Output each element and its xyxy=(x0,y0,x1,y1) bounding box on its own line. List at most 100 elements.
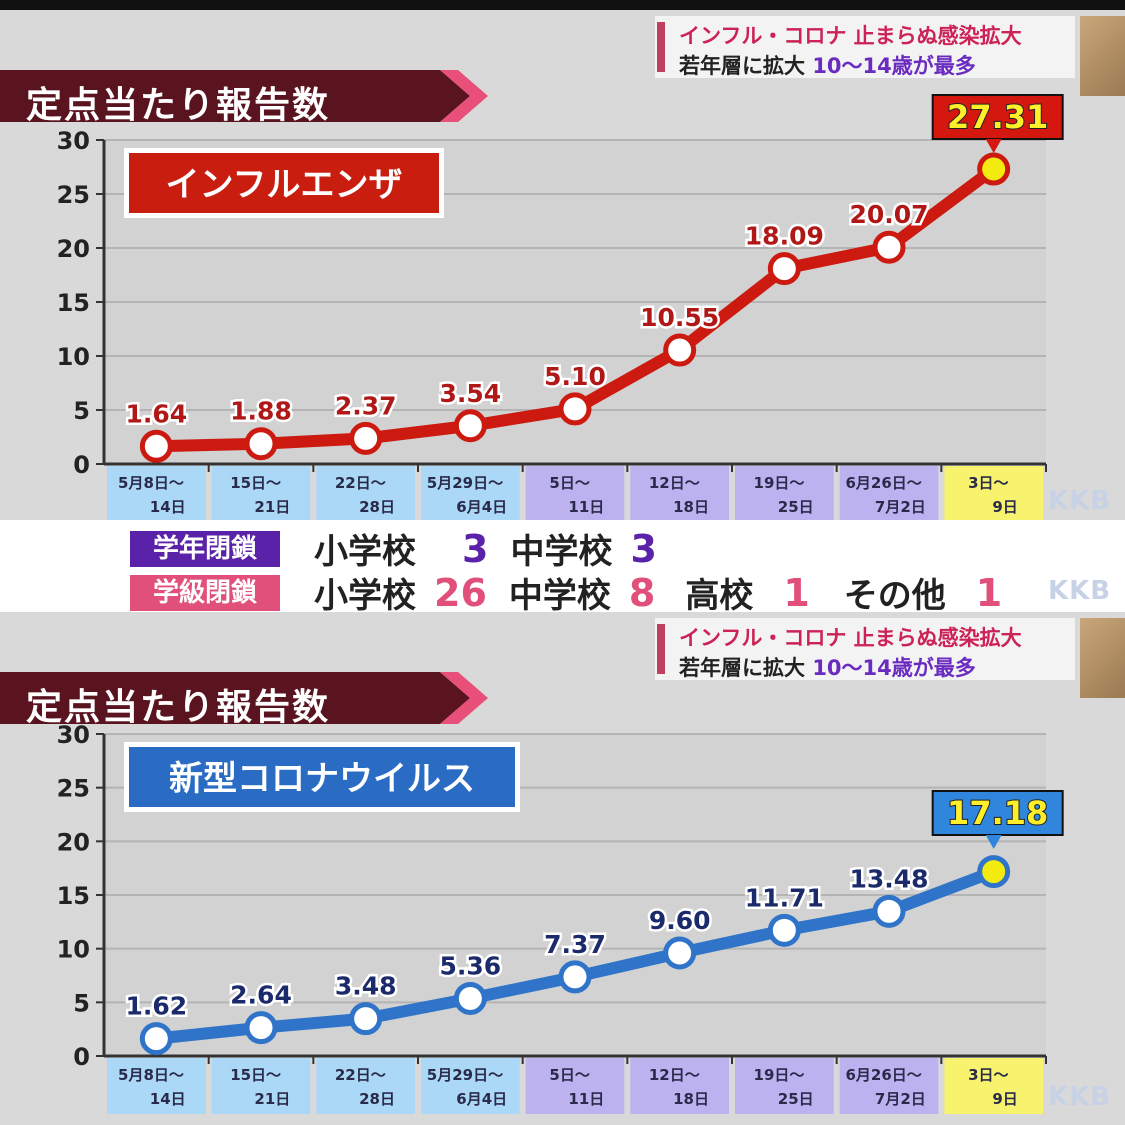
series-name: 新型コロナウイルス xyxy=(169,759,475,799)
category-box xyxy=(944,1058,1043,1114)
y-tick-label: 20 xyxy=(57,235,90,263)
class-junior-label: 中学校 xyxy=(508,576,611,616)
y-tick-label: 30 xyxy=(57,721,90,749)
class-high-count: 1 xyxy=(783,570,810,615)
x-tick-label: 6月4日 xyxy=(456,498,507,516)
chart-title-banner: 定点当たり報告数 xyxy=(0,70,490,126)
grade-junior-count: 3 xyxy=(630,526,657,571)
x-tick-label: 9日 xyxy=(992,498,1017,516)
y-tick-label: 15 xyxy=(57,289,90,317)
grade-closure-row: 学年閉鎖 小学校 3 中学校 3 xyxy=(130,524,657,572)
x-tick-label: 22日～ xyxy=(335,1066,386,1084)
data-label: 1.62 xyxy=(125,992,187,1021)
data-point xyxy=(558,960,592,994)
category-box xyxy=(211,1058,311,1114)
x-tick-label: 12日～ xyxy=(649,1066,700,1084)
watermark: KKB xyxy=(1048,486,1112,516)
x-tick-label: 14日 xyxy=(150,498,186,516)
x-tick-label: 12日～ xyxy=(649,474,700,492)
category-box xyxy=(316,466,415,520)
data-point xyxy=(872,894,906,928)
data-point xyxy=(663,333,697,367)
callout-pointer xyxy=(985,139,1002,153)
y-tick-label: 25 xyxy=(57,181,90,209)
category-box xyxy=(316,1058,415,1114)
covid-chart: 0 5 10 15 20 25 30 5月8日～ 14日 15日～ 21日 22日～ 28日 5月29日～… xyxy=(57,721,1064,1114)
influenza-chart: 0 5 10 15 20 25 30 5月8日～ 14日 15日～ 21日 22日～ 28日 5月29日～… xyxy=(57,94,1064,520)
closure-info: 学年閉鎖 小学校 3 中学校 3 学級閉鎖 小学校 26 中学校 8 高校 1 その他 1 KKB xyxy=(0,520,1125,616)
wood-texture xyxy=(1080,618,1125,698)
y-tick-label: 0 xyxy=(73,1043,90,1071)
series-name: インフルエンザ xyxy=(166,165,403,205)
class-high-label: 高校 xyxy=(685,576,754,616)
category-box xyxy=(839,1058,939,1114)
grade-junior-label: 中学校 xyxy=(510,532,613,572)
headline-line2: 若年層に拡大 10～14歳が最多 xyxy=(679,652,976,682)
x-tick-label: 21日 xyxy=(254,1090,290,1108)
x-tick-label: 11日 xyxy=(568,498,604,516)
x-tick-label: 5月8日～ xyxy=(118,1066,184,1084)
x-tick-label: 5月29日～ xyxy=(427,474,503,492)
category-box xyxy=(211,466,311,520)
data-label: 18.09 xyxy=(745,222,824,251)
x-tick-label: 3日～ xyxy=(968,1066,1008,1084)
class-closure-tag: 学級閉鎖 xyxy=(130,574,280,611)
x-tick-label: 15日～ xyxy=(230,1066,281,1084)
x-tick-label: 19日～ xyxy=(754,474,805,492)
data-point xyxy=(453,981,487,1015)
category-box xyxy=(525,466,625,520)
category-box xyxy=(735,466,834,520)
x-tick-label: 18日 xyxy=(673,498,709,516)
data-point xyxy=(872,230,906,264)
watermark: KKB xyxy=(1048,1082,1112,1112)
x-tick-label: 5月29日～ xyxy=(427,1066,503,1084)
category-box xyxy=(630,466,729,520)
class-junior-count: 8 xyxy=(628,570,656,615)
x-tick-label: 6月26日～ xyxy=(845,474,921,492)
data-point xyxy=(349,1002,383,1036)
grade-elementary-count: 3 xyxy=(462,526,489,571)
class-other-count: 1 xyxy=(975,570,1003,615)
data-label: 7.37 xyxy=(544,930,606,959)
x-tick-label: 5日～ xyxy=(549,1066,589,1084)
chart-title: 定点当たり報告数 xyxy=(26,85,331,126)
headline-line2-highlight: 10～14歳が最多 xyxy=(812,656,976,680)
x-tick-label: 5月8日～ xyxy=(118,474,184,492)
top-bar xyxy=(0,0,1125,10)
x-tick-label: 9日 xyxy=(992,1090,1017,1108)
x-tick-label: 25日 xyxy=(778,1090,814,1108)
data-point xyxy=(139,1022,173,1056)
headline-line2-highlight: 10～14歳が最多 xyxy=(812,54,976,78)
x-tick-label: 18日 xyxy=(673,1090,709,1108)
y-tick-label: 10 xyxy=(57,343,90,371)
grade-elementary-label: 小学校 xyxy=(314,532,416,572)
data-label: 1.64 xyxy=(125,399,187,428)
covid-panel: 0 5 10 15 20 25 30 5月8日～ 14日 15日～ 21日 22日～ 28日 5月29日～… xyxy=(0,612,1125,1125)
category-box xyxy=(944,466,1043,520)
data-point xyxy=(244,1011,278,1045)
y-tick-label: 30 xyxy=(57,127,90,155)
y-tick-label: 5 xyxy=(73,397,90,425)
headline-line2: 若年層に拡大 10～14歳が最多 xyxy=(679,50,976,80)
y-tick-label: 25 xyxy=(57,775,90,803)
data-point xyxy=(977,152,1011,186)
y-tick-label: 0 xyxy=(73,451,90,479)
data-label: 11.71 xyxy=(745,883,824,912)
class-other-label: その他 xyxy=(843,576,946,616)
x-tick-label: 7月2日 xyxy=(875,498,926,516)
x-tick-label: 11日 xyxy=(568,1090,604,1108)
x-tick-label: 14日 xyxy=(150,1090,186,1108)
data-label: 2.37 xyxy=(335,391,397,420)
data-label: 1.88 xyxy=(230,397,292,426)
x-tick-label: 19日～ xyxy=(754,1066,805,1084)
data-label-latest: 17.18 xyxy=(947,794,1048,832)
data-point xyxy=(663,936,697,970)
data-label: 20.07 xyxy=(849,200,928,229)
category-box xyxy=(839,466,939,520)
category-box xyxy=(107,1058,206,1114)
x-tick-label: 22日～ xyxy=(335,474,386,492)
headline-line2-prefix: 若年層に拡大 xyxy=(679,656,813,680)
headline-line1: インフル・コロナ 止まらぬ感染拡大 xyxy=(679,626,1022,650)
x-tick-label: 28日 xyxy=(359,498,395,516)
chart-title-banner: 定点当たり報告数 xyxy=(0,672,490,728)
